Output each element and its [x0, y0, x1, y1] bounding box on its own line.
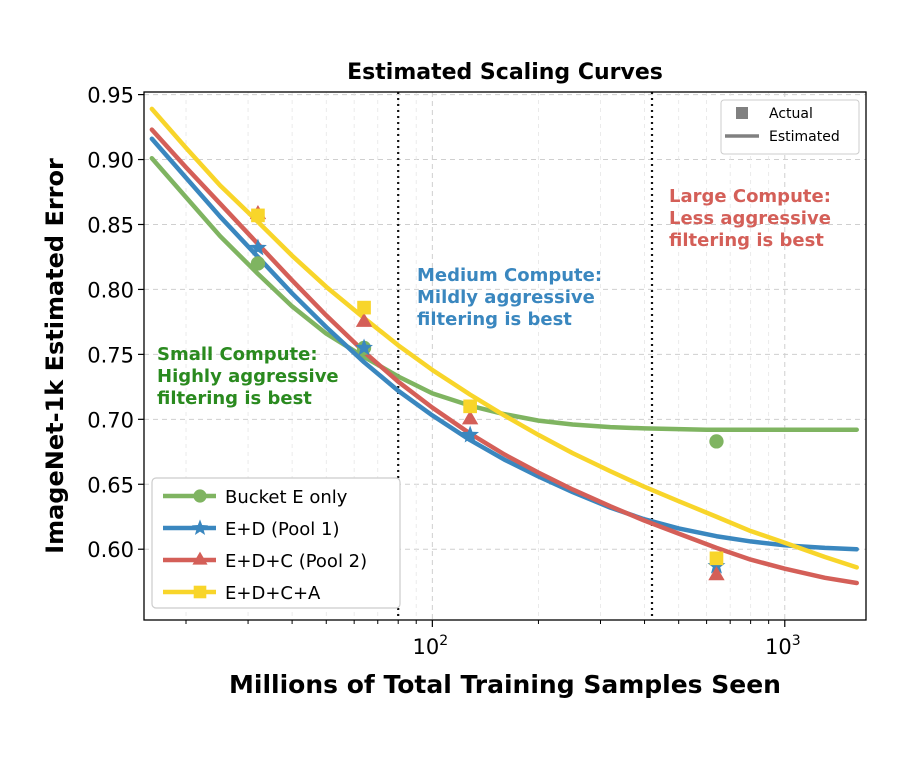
y-tick-label-2: 0.70 — [87, 408, 134, 432]
actual-point-3-0 — [251, 208, 265, 223]
style-legend-actual-label: Actual — [769, 106, 813, 122]
legend-marker-1 — [191, 519, 209, 535]
actual-point-2-3 — [708, 566, 725, 581]
x-axis-ticks: 102 103 — [185, 620, 801, 659]
legend-label-2: E+D+C (Pool 2) — [225, 551, 367, 572]
compute-annotations: Small Compute: Highly aggressive filtering… — [157, 186, 831, 409]
annotation-large-compute: Large Compute: Less aggressive filtering i… — [669, 186, 831, 251]
legend-label-0: Bucket E only — [225, 487, 348, 508]
series-legend: Bucket E only E+D (Pool 1) E+D+C (Pool 2) E… — [151, 477, 401, 609]
legend-marker-3 — [193, 585, 207, 599]
estimated-curves — [149, 106, 859, 586]
estimated-curve-3 — [149, 106, 859, 570]
y-tick-label-6: 0.90 — [87, 149, 134, 173]
legend-marker-2 — [192, 551, 208, 565]
chart-title: Estimated Scaling Curves — [347, 60, 663, 85]
actual-markers — [249, 204, 726, 581]
legend-label-1: E+D (Pool 1) — [225, 519, 340, 540]
y-tick-label-3: 0.75 — [87, 343, 134, 367]
x-axis-label: Millions of Total Training Samples Seen — [229, 670, 781, 699]
y-tick-label-4: 0.80 — [87, 278, 134, 302]
actual-point-2-2 — [461, 410, 479, 425]
x-tick-label-1: 103 — [765, 633, 801, 659]
annotation-large-line-0: Large Compute: — [669, 186, 831, 207]
actual-point-1-0 — [249, 238, 267, 256]
actual-point-1-1 — [355, 338, 373, 356]
style-legend: Actual Estimated — [720, 99, 860, 155]
annotation-small-line-1: Highly aggressive — [157, 366, 339, 387]
annotation-small-line-0: Small Compute: — [157, 344, 318, 365]
annotation-medium-line-1: Mildly aggressive — [417, 287, 595, 308]
actual-point-3-1 — [357, 300, 371, 315]
y-axis-ticks: 0.60 0.65 0.70 0.75 0.80 0.85 0.90 0.95 — [87, 84, 144, 562]
annotation-medium-line-2: filtering is best — [417, 309, 572, 330]
legend-marker-0 — [193, 489, 207, 503]
legend-label-3: E+D+C+A — [225, 583, 321, 604]
annotation-small-line-2: filtering is best — [157, 388, 312, 409]
style-legend-box — [720, 99, 860, 155]
actual-point-1-3 — [707, 556, 726, 574]
actual-point-2-1 — [355, 312, 373, 327]
estimated-curve-2 — [149, 127, 859, 586]
y-axis-label: ImageNet-1k Estimated Error — [41, 158, 69, 554]
annotation-medium-compute: Medium Compute: Mildly aggressive filterin… — [417, 265, 602, 330]
estimated-curve-0 — [149, 155, 859, 432]
actual-marker-swatch — [736, 107, 748, 119]
estimated-curve-1 — [149, 136, 859, 552]
x-tick-label-0: 102 — [413, 633, 449, 659]
y-tick-label-1: 0.65 — [87, 473, 134, 497]
y-tick-label-5: 0.85 — [87, 213, 134, 237]
series-legend-box — [151, 477, 401, 609]
plot-frame — [143, 91, 867, 621]
actual-point-3-2 — [463, 399, 477, 414]
annotation-small-compute: Small Compute: Highly aggressive filtering… — [157, 344, 339, 409]
actual-point-1-2 — [461, 425, 480, 443]
style-legend-estimated-label: Estimated — [769, 129, 840, 145]
actual-point-0-0 — [250, 256, 266, 271]
y-tick-label-7: 0.95 — [87, 84, 134, 108]
annotation-large-line-2: filtering is best — [669, 230, 824, 251]
annotation-medium-line-0: Medium Compute: — [417, 265, 602, 286]
actual-point-3-3 — [709, 551, 724, 566]
actual-point-0-2 — [709, 434, 724, 449]
y-tick-label-0: 0.60 — [87, 538, 134, 562]
annotation-large-line-1: Less aggressive — [669, 208, 831, 229]
